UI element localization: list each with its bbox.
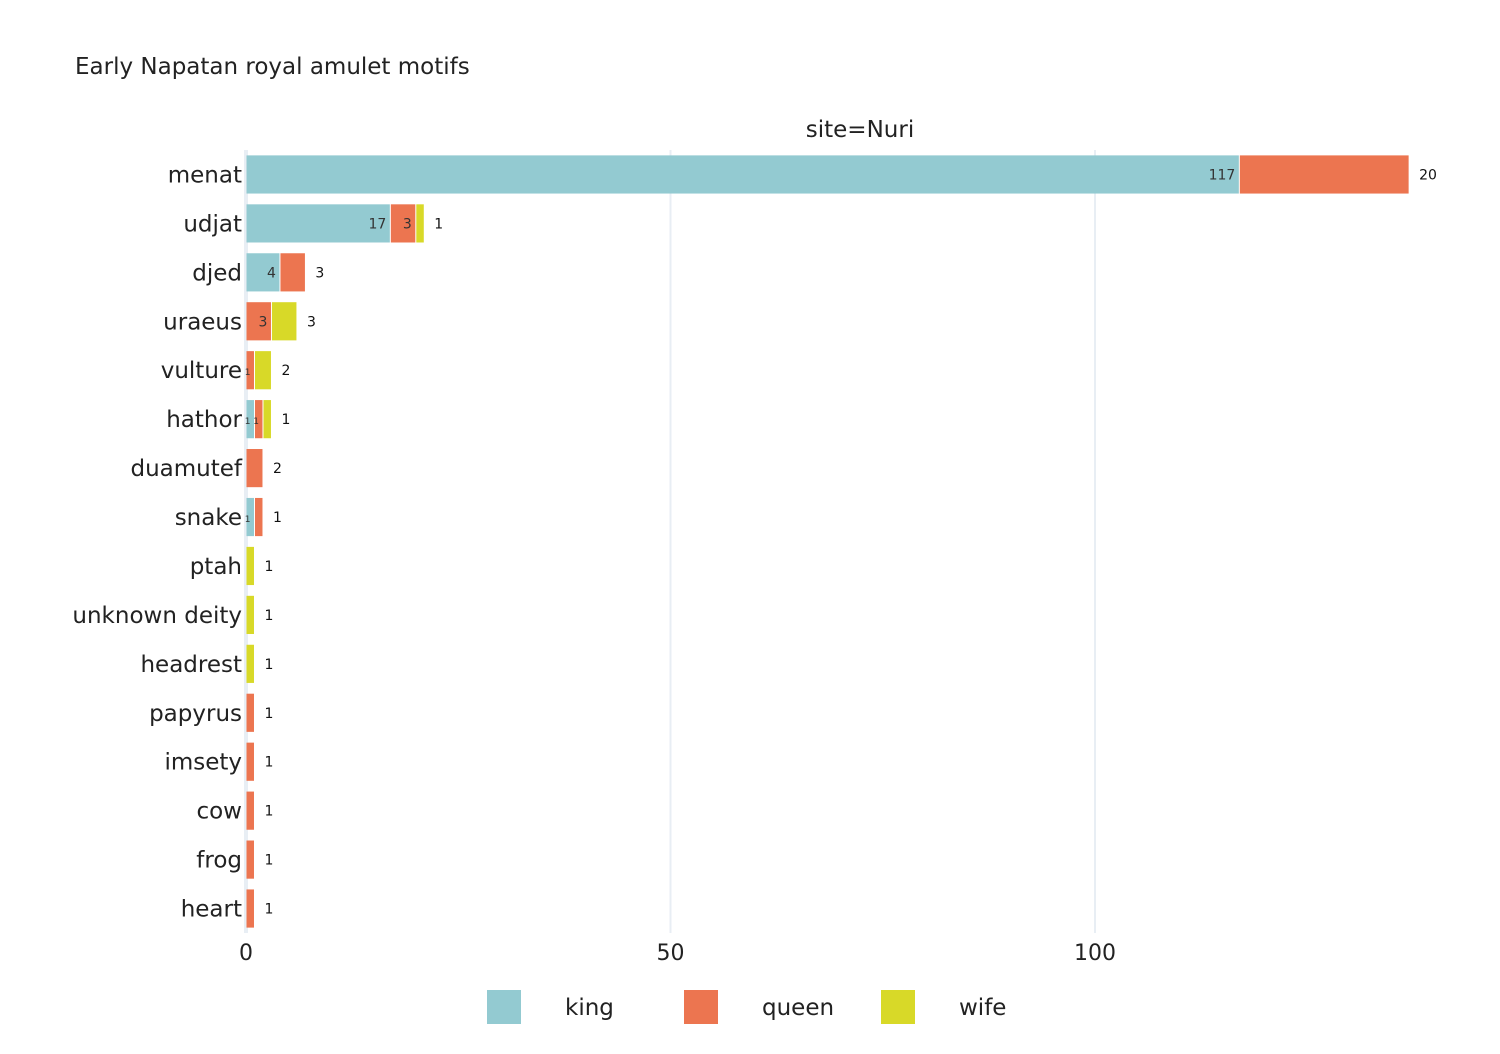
category-label: snake	[175, 505, 242, 531]
category-label: heart	[181, 897, 242, 923]
grid-layer	[244, 150, 1096, 933]
category-label: imsety	[164, 750, 242, 776]
data-label: 1	[264, 853, 273, 869]
category-label: djed	[192, 260, 242, 286]
bar-queen[interactable]	[246, 791, 254, 830]
data-label: 1	[264, 755, 273, 771]
bar-king[interactable]	[246, 204, 390, 243]
data-label: 1	[264, 657, 273, 673]
x-tick-label: 0	[239, 941, 253, 966]
bar-queen[interactable]	[246, 889, 254, 928]
data-label: 1	[264, 804, 273, 820]
bar-wife[interactable]	[246, 595, 254, 634]
category-label: cow	[196, 799, 242, 825]
x-tick-label: 50	[657, 941, 685, 966]
category-label: papyrus	[149, 701, 242, 727]
legend-swatch	[684, 990, 718, 1024]
bar-queen[interactable]	[246, 449, 263, 488]
category-label: udjat	[183, 211, 242, 237]
label-layer: 0 50 100 menat 117 20 udjat 17 3 1 djed 4 3 uraeus 3 3 v…	[72, 162, 1437, 966]
bar-queen[interactable]	[254, 497, 263, 537]
data-label: 1	[245, 368, 251, 378]
data-label: 1	[273, 510, 282, 526]
data-label: 17	[369, 216, 387, 232]
data-label: 1	[245, 417, 251, 427]
category-label: ptah	[190, 554, 242, 580]
data-label: 117	[1209, 167, 1236, 183]
data-label: 2	[273, 461, 282, 477]
data-label: 1	[264, 902, 273, 918]
category-label: uraeus	[163, 309, 242, 335]
bar-queen[interactable]	[390, 204, 416, 243]
bar-queen[interactable]	[246, 840, 254, 879]
bar-queen[interactable]	[280, 253, 305, 292]
data-label: 3	[259, 314, 268, 330]
data-label: 3	[307, 314, 316, 330]
chart-title: Early Napatan royal amulet motifs	[75, 54, 470, 80]
data-label: 2	[281, 363, 290, 379]
legend-item-king[interactable]: king	[487, 990, 614, 1024]
legend-swatch	[487, 990, 521, 1024]
category-label: unknown deity	[72, 603, 242, 629]
data-label: 20	[1419, 167, 1437, 183]
data-label: 1	[281, 412, 290, 428]
data-label: 3	[403, 216, 412, 232]
bar-layer	[246, 155, 1409, 928]
bar-wife[interactable]	[271, 302, 297, 341]
bar-king[interactable]	[246, 400, 254, 439]
bar-king[interactable]	[246, 253, 280, 292]
bar-wife[interactable]	[246, 546, 254, 586]
data-label: 1	[434, 216, 443, 232]
bar-queen[interactable]	[246, 302, 271, 341]
data-label: 1	[264, 608, 273, 624]
bar-queen[interactable]	[1239, 155, 1409, 194]
bar-queen[interactable]	[246, 693, 254, 732]
legend-label: queen	[762, 995, 834, 1021]
bar-wife[interactable]	[246, 644, 254, 683]
facet-label: site=Nuri	[806, 117, 914, 143]
bar-wife[interactable]	[254, 351, 271, 390]
legend-item-wife[interactable]: wife	[881, 990, 1006, 1024]
data-label: 1	[253, 417, 259, 427]
data-label: 1	[245, 515, 251, 525]
category-label: vulture	[161, 358, 242, 384]
legend-label: wife	[959, 995, 1006, 1021]
category-label: menat	[168, 162, 242, 188]
bar-king[interactable]	[246, 155, 1239, 194]
x-tick-label: 100	[1074, 941, 1116, 966]
category-label: frog	[196, 848, 242, 874]
legend-swatch	[881, 990, 915, 1024]
bar-queen[interactable]	[254, 400, 263, 439]
legend-label: king	[565, 995, 614, 1021]
bar-wife[interactable]	[263, 400, 271, 439]
legend-item-queen[interactable]: queen	[684, 990, 834, 1024]
data-label: 1	[264, 559, 273, 575]
category-label: hathor	[166, 407, 242, 433]
bar-queen[interactable]	[246, 351, 254, 390]
category-label: duamutef	[130, 456, 242, 482]
data-label: 3	[315, 265, 324, 281]
bar-wife[interactable]	[416, 204, 424, 243]
data-label: 4	[267, 265, 276, 281]
bar-queen[interactable]	[246, 742, 254, 781]
category-label: headrest	[140, 652, 242, 678]
data-label: 1	[264, 706, 273, 722]
bar-king[interactable]	[246, 497, 254, 537]
legend[interactable]: king queen wife	[487, 990, 1006, 1024]
